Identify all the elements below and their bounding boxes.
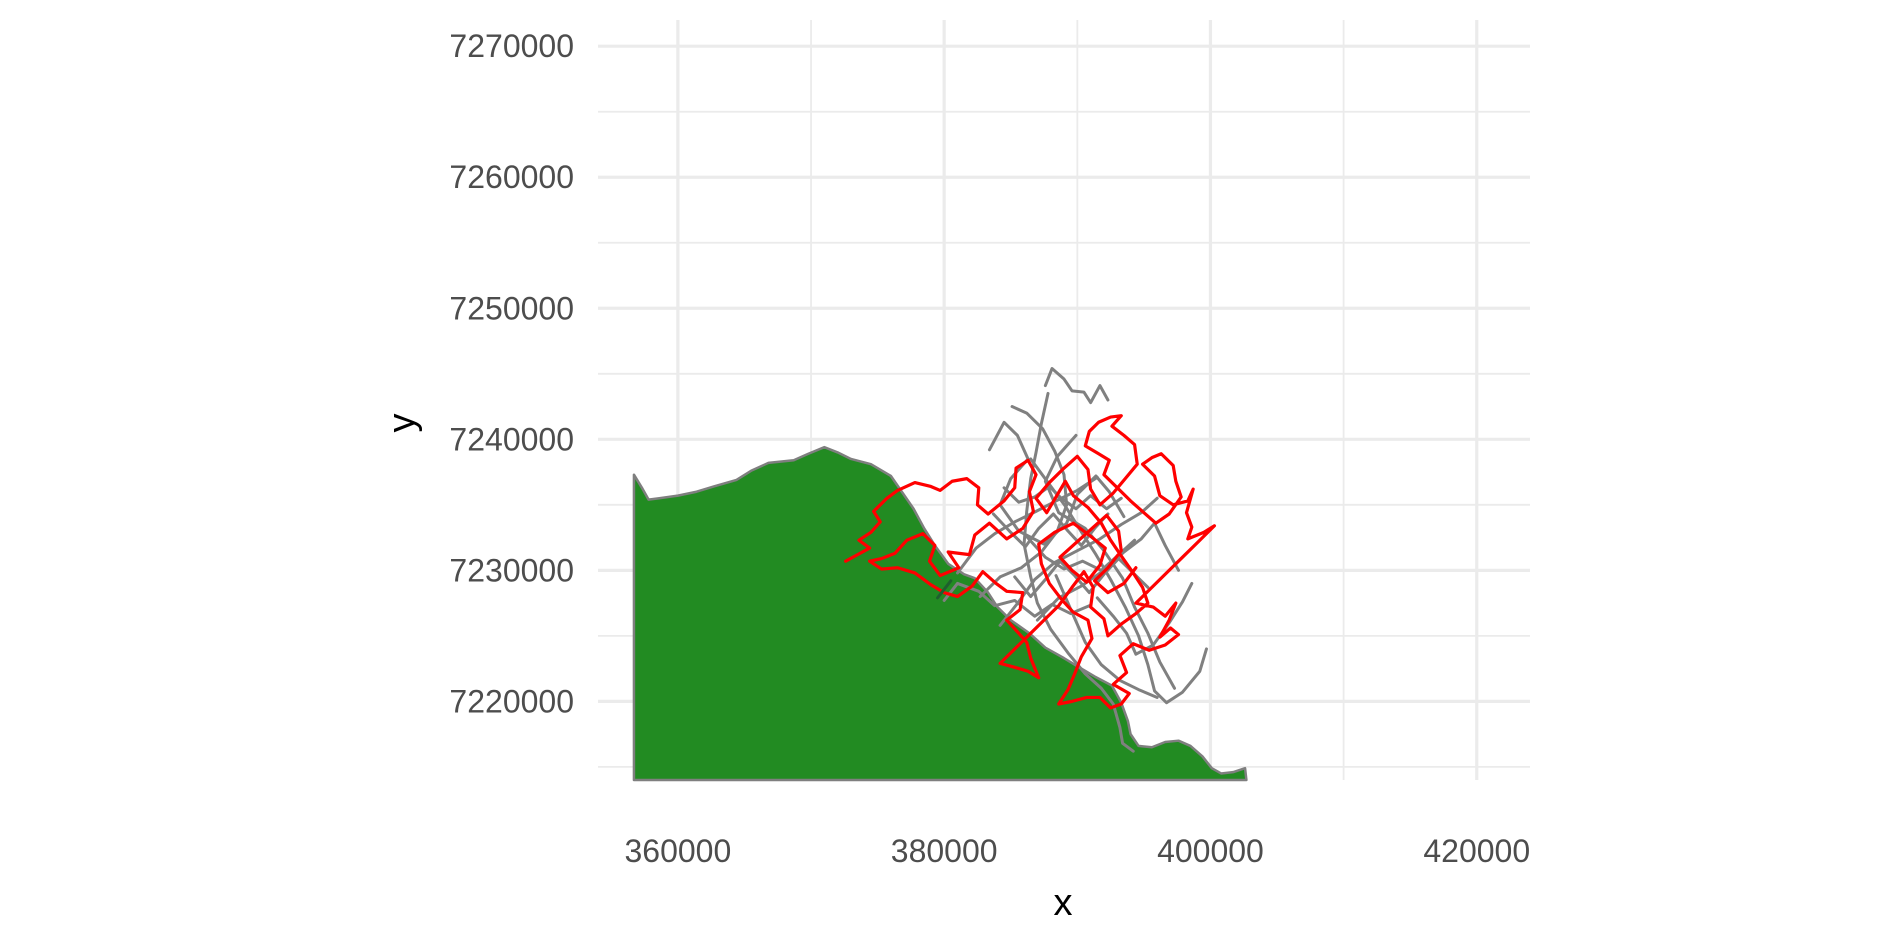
map-layers — [632, 367, 1248, 782]
x-tick-label: 380000 — [891, 833, 998, 869]
x-tick-label: 360000 — [624, 833, 731, 869]
y-tick-label: 7270000 — [449, 28, 574, 64]
y-tick-label: 7230000 — [449, 552, 574, 588]
marker-segment — [936, 579, 953, 600]
road-line — [1029, 457, 1208, 705]
x-axis-title: x — [1054, 882, 1073, 924]
road-line — [1043, 367, 1110, 405]
road-line — [955, 475, 1099, 575]
y-tick-label: 7250000 — [449, 290, 574, 326]
x-tick-label: 400000 — [1157, 833, 1264, 869]
tick-labels: 360000 380000 400000 420000 7220000 7230000 72… — [449, 28, 1530, 869]
y-tick-label: 7260000 — [449, 159, 574, 195]
track-line — [844, 414, 1217, 710]
y-tick-label: 7240000 — [449, 421, 574, 457]
road-line — [978, 405, 1069, 599]
road-line — [1013, 557, 1150, 599]
x-tick-label: 420000 — [1423, 833, 1530, 869]
land-polygon — [632, 445, 1248, 782]
y-tick-label: 7220000 — [449, 683, 574, 719]
y-axis-title: y — [381, 414, 423, 433]
road-line — [1022, 391, 1135, 753]
road-line — [942, 581, 1091, 618]
